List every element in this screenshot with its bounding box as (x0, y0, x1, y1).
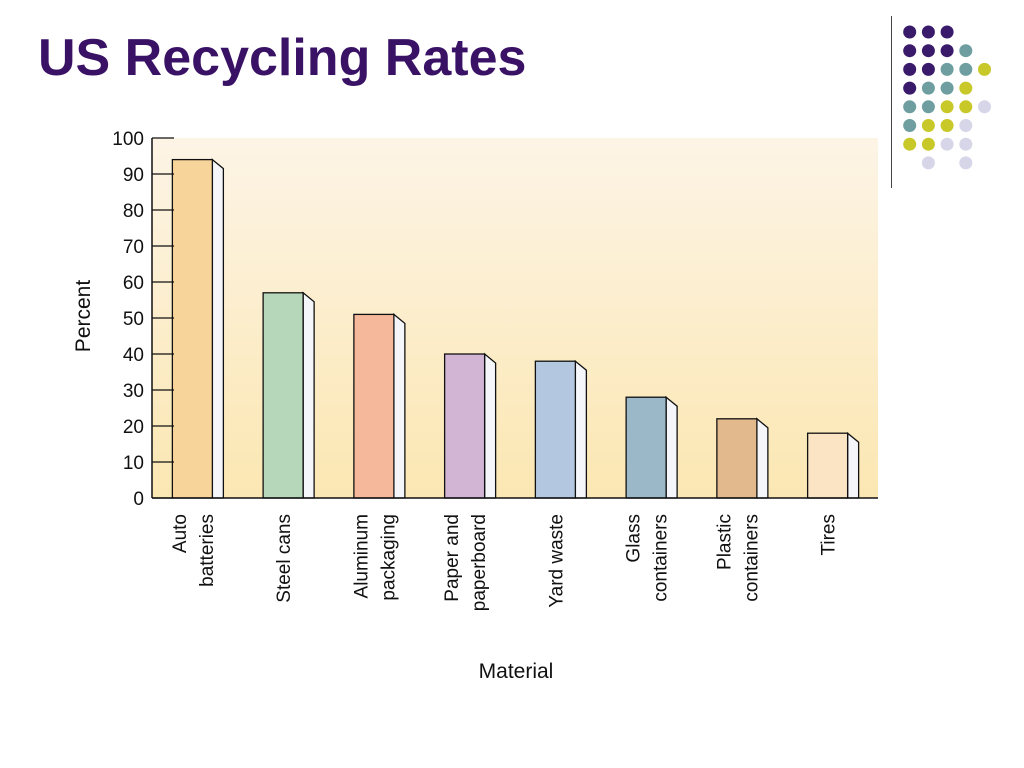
slide-title: US Recycling Rates (38, 29, 527, 87)
y-tick-label: 70 (123, 237, 144, 258)
bar-front-face (171, 158, 214, 499)
bar-side-face (756, 417, 769, 499)
x-category-label-line: batteries (197, 514, 218, 587)
y-tick-label: 30 (123, 381, 144, 402)
plot-background (152, 138, 878, 498)
x-category-label-line: containers (741, 514, 762, 602)
y-tick-label: 40 (123, 345, 144, 366)
decorative-dot (940, 81, 954, 95)
decorative-divider-line (891, 16, 892, 188)
x-category-label: Yard waste (546, 514, 567, 608)
x-category-label-line: Tires (819, 514, 840, 556)
decorative-dot (921, 156, 935, 170)
y-tick-label: 20 (123, 417, 144, 438)
decorative-dot (903, 81, 917, 95)
decorative-dot (940, 62, 954, 76)
decorative-dot (903, 62, 917, 76)
decorative-dot (903, 44, 917, 58)
bar (534, 359, 588, 499)
decorative-dot (921, 137, 935, 151)
x-category-label: Paper and paperboard (442, 514, 490, 611)
bar-side-face (211, 158, 225, 499)
decorative-dot (921, 119, 935, 132)
decorative-dot (921, 25, 935, 39)
bar-side-face (665, 395, 678, 499)
x-category-label-line: packaging (378, 514, 399, 601)
decorative-dot (940, 25, 954, 39)
decorative-dot (940, 100, 954, 114)
bar-side-face (574, 359, 588, 499)
decorative-dot (921, 100, 935, 114)
bar-front-face (262, 292, 304, 499)
y-tick-label: 60 (123, 273, 144, 294)
decorative-dot (903, 119, 917, 132)
x-axis-title: Material (479, 660, 554, 683)
decorative-dot (978, 62, 991, 76)
y-tick-label: 10 (123, 453, 144, 474)
decorative-dot (903, 137, 917, 151)
decorative-dot (940, 137, 954, 151)
x-category-label: Glass containers (624, 514, 672, 602)
bar-front-face (443, 353, 486, 499)
y-tick-label: 80 (123, 201, 144, 222)
decorative-dot (940, 44, 954, 58)
bar-side-face (483, 352, 497, 499)
x-category-label-line: paperboard (469, 514, 490, 611)
decorative-dot-grid (903, 25, 991, 170)
y-tick-label: 50 (123, 309, 144, 330)
bar-front-face (716, 418, 758, 499)
y-tick-label: 90 (123, 165, 144, 186)
decorative-dot (959, 137, 973, 151)
bar (262, 291, 315, 499)
x-category-label: Steel cans (274, 514, 295, 603)
decorative-dot (978, 100, 991, 114)
bar (171, 158, 225, 499)
decorative-dot (959, 156, 973, 170)
decorative-dot (921, 44, 935, 58)
decorative-dot (921, 62, 935, 76)
bar-front-face (534, 360, 577, 499)
decorative-dot (959, 100, 973, 114)
y-tick-label: 0 (133, 489, 144, 510)
decorative-dot (959, 44, 973, 58)
x-category-label: Aluminum packaging (351, 514, 399, 601)
x-category-label: Tires (819, 514, 840, 556)
x-category-label: Auto batteries (170, 514, 218, 587)
bar (353, 313, 406, 499)
decorative-dot (940, 119, 954, 132)
bar-side-face (302, 291, 315, 499)
bar-side-face (846, 431, 860, 499)
x-category-label-line: Aluminum (351, 514, 372, 598)
decorative-dot (959, 62, 973, 76)
y-tick-label: 100 (112, 129, 144, 150)
decorative-dot (903, 25, 917, 39)
bar (443, 352, 497, 499)
bar-front-face (806, 432, 849, 499)
decorative-dot (959, 81, 973, 95)
x-category-label-line: Plastic (714, 514, 735, 570)
bar (806, 431, 860, 499)
x-category-label-line: Paper and (442, 514, 463, 602)
decorative-dot (921, 81, 935, 95)
x-category-label-line: Steel cans (274, 514, 295, 603)
x-category-label: Plastic containers (714, 514, 762, 602)
bar-front-face (353, 313, 395, 499)
bar (625, 395, 678, 499)
decorative-dot (959, 119, 973, 132)
y-axis-title: Percent (72, 280, 95, 353)
x-category-label-line: containers (651, 514, 672, 602)
x-category-label-line: Auto (170, 514, 191, 553)
bar (716, 417, 769, 499)
x-category-label-line: Yard waste (546, 514, 567, 608)
decorative-dot (903, 100, 917, 114)
bar-front-face (625, 396, 667, 499)
bar-side-face (393, 313, 406, 499)
x-category-label-line: Glass (624, 514, 645, 563)
